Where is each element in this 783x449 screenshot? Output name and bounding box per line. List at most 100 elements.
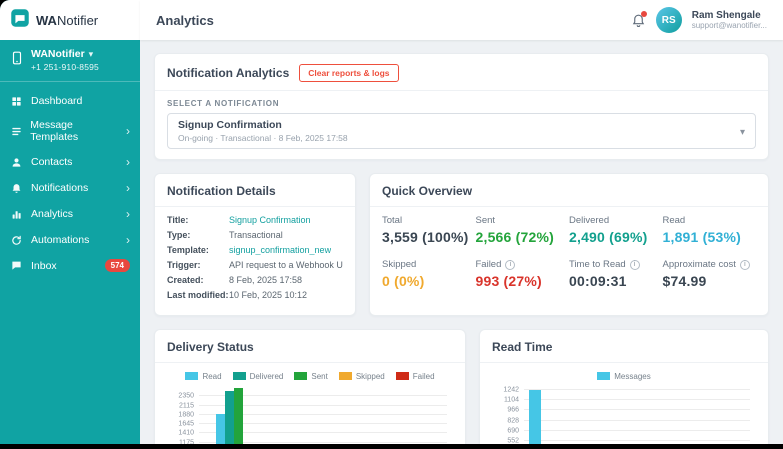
legend-item[interactable]: Failed: [395, 372, 435, 381]
gridline: [524, 399, 750, 401]
chart-plot: 235470705940117514101645188021152350: [178, 387, 447, 444]
account-switcher[interactable]: WANotifier +1 251-910-8595: [0, 40, 140, 82]
chart-plot: 013827641455269082896611041242: [503, 386, 750, 444]
account-phone: +1 251-910-8595: [31, 62, 99, 72]
select-notification-label: SELECT A NOTIFICATION: [167, 99, 280, 108]
sidebar-item-analytics[interactable]: Analytics: [0, 201, 140, 227]
gridline: [199, 404, 447, 406]
logo-text: WANotifier: [36, 12, 99, 28]
quick-overview-card: Quick Overview Total 3,559 (100%) Sent 2…: [369, 173, 769, 316]
card-title: Notification Analytics: [167, 66, 290, 80]
avatar[interactable]: RS: [655, 7, 682, 33]
page-title: Analytics: [156, 12, 214, 28]
card-title: Quick Overview: [382, 184, 473, 198]
y-tick-label: 1645: [178, 420, 194, 428]
automation-refresh-icon: [10, 235, 23, 246]
legend-item[interactable]: Delivered: [232, 372, 283, 381]
detail-row: Last modified: 10 Feb, 2025 10:12: [167, 290, 308, 300]
notification-details-card: Notification Details Title: Signup Confir…: [154, 173, 356, 316]
y-tick-label: 690: [507, 427, 519, 435]
legend-swatch: [597, 372, 611, 380]
clear-reports-button[interactable]: Clear reports & logs: [299, 64, 399, 82]
stat-time-to-read: Time to Read 00:09:31: [569, 259, 663, 289]
bar-read[interactable]: [216, 414, 226, 444]
topbar: Analytics RS Ram Shengale support@wanoti…: [140, 0, 783, 40]
contacts-icon: [10, 157, 23, 168]
sidebar-item-label: Notifications: [31, 182, 89, 194]
selected-notification: Signup Confirmation On-going · Transacti…: [178, 119, 348, 143]
account-info: WANotifier +1 251-910-8595: [31, 48, 99, 72]
gridline: [199, 395, 447, 397]
legend-swatch: [395, 372, 409, 380]
notifications-bell-button[interactable]: [631, 10, 647, 28]
y-tick-label: 1104: [503, 396, 519, 404]
info-icon[interactable]: [505, 259, 516, 270]
sidebar-item-contacts[interactable]: Contacts: [0, 149, 140, 175]
legend-item[interactable]: Sent: [294, 372, 328, 381]
legend-swatch: [338, 372, 352, 380]
y-tick-label: 1410: [178, 429, 194, 437]
sidebar: WANotifier WANotifier +1 251-910-8595 Da…: [0, 0, 140, 444]
chart-legend: Read Delivered Sent Skipped Failed: [167, 371, 453, 381]
gridline: [524, 409, 750, 411]
selected-notification-name: Signup Confirmation: [178, 119, 282, 131]
stat-failed: Failed 993 (27%): [476, 259, 570, 289]
selected-notification-meta: On-going · Transactional · 8 Feb, 2025 1…: [178, 133, 348, 143]
chevron-right-icon: [126, 207, 130, 221]
template-link[interactable]: signup_confirmation_new: [229, 245, 332, 255]
detail-row: Title: Signup Confirmation: [167, 215, 311, 225]
inbox-badge: 574: [104, 259, 130, 272]
read-time-chart-card: Read Time Messages 013827641455269082896…: [479, 329, 769, 444]
sidebar-item-automations[interactable]: Automations: [0, 227, 140, 253]
user-name: Ram Shengale: [691, 10, 761, 21]
gridline: [524, 388, 750, 390]
sidebar-item-message-templates[interactable]: Message Templates: [0, 113, 140, 149]
gridline: [199, 423, 447, 425]
sidebar-item-notifications[interactable]: Notifications: [0, 175, 140, 201]
notification-title-link[interactable]: Signup Confirmation: [229, 215, 311, 225]
sidebar-item-dashboard[interactable]: Dashboard: [0, 89, 140, 113]
legend-item[interactable]: Skipped: [338, 372, 385, 381]
delivery-status-chart-card: Delivery Status Read Delivered Sent Skipped…: [154, 329, 466, 444]
bell-icon: [10, 183, 23, 194]
notification-select[interactable]: Signup Confirmation On-going · Transacti…: [167, 113, 756, 149]
templates-icon: [10, 126, 22, 137]
app-logo: WANotifier: [0, 0, 140, 40]
info-icon[interactable]: [739, 259, 750, 270]
sidebar-item-label: Inbox: [31, 259, 57, 272]
sidebar-nav: Dashboard Message Templates Contacts Not…: [0, 82, 140, 285]
gridline: [199, 413, 447, 415]
divider: [370, 206, 768, 207]
y-tick-label: 1242: [503, 386, 519, 394]
chart-title: Read Time: [492, 340, 553, 354]
legend-swatch: [232, 372, 246, 380]
chevron-right-icon: [126, 155, 130, 169]
legend-item[interactable]: Messages: [597, 372, 651, 381]
gridline: [524, 440, 750, 442]
divider: [155, 206, 355, 207]
bar-delivered[interactable]: [225, 390, 235, 444]
bar-sent[interactable]: [233, 387, 243, 444]
stat-total: Total 3,559 (100%): [382, 215, 469, 245]
bar-messages[interactable]: [528, 389, 541, 444]
sidebar-item-label: Message Templates: [30, 119, 79, 143]
user-menu[interactable]: Ram Shengale support@wanotifier...: [692, 10, 767, 30]
sidebar-item-label: Analytics: [31, 208, 74, 220]
gridline: [524, 429, 750, 431]
chevron-right-icon: [126, 233, 130, 247]
sidebar-item-label: Automations: [31, 234, 90, 246]
phone-icon: [10, 51, 24, 70]
sidebar-item-inbox[interactable]: Inbox 574: [0, 253, 140, 278]
chat-bubble-icon: [10, 260, 23, 271]
y-tick-label: 1880: [178, 411, 194, 419]
chart-title: Delivery Status: [167, 340, 254, 354]
stat-delivered: Delivered 2,490 (69%): [569, 215, 648, 245]
stat-approximate-cost: Approximate cost $74.99: [663, 259, 757, 289]
divider: [480, 362, 768, 363]
y-tick-label: 828: [507, 417, 519, 425]
chevron-down-icon: [740, 122, 745, 140]
chevron-right-icon: [126, 124, 130, 138]
chevron-right-icon: [126, 181, 130, 195]
info-icon[interactable]: [629, 259, 640, 270]
legend-item[interactable]: Read: [185, 372, 222, 381]
